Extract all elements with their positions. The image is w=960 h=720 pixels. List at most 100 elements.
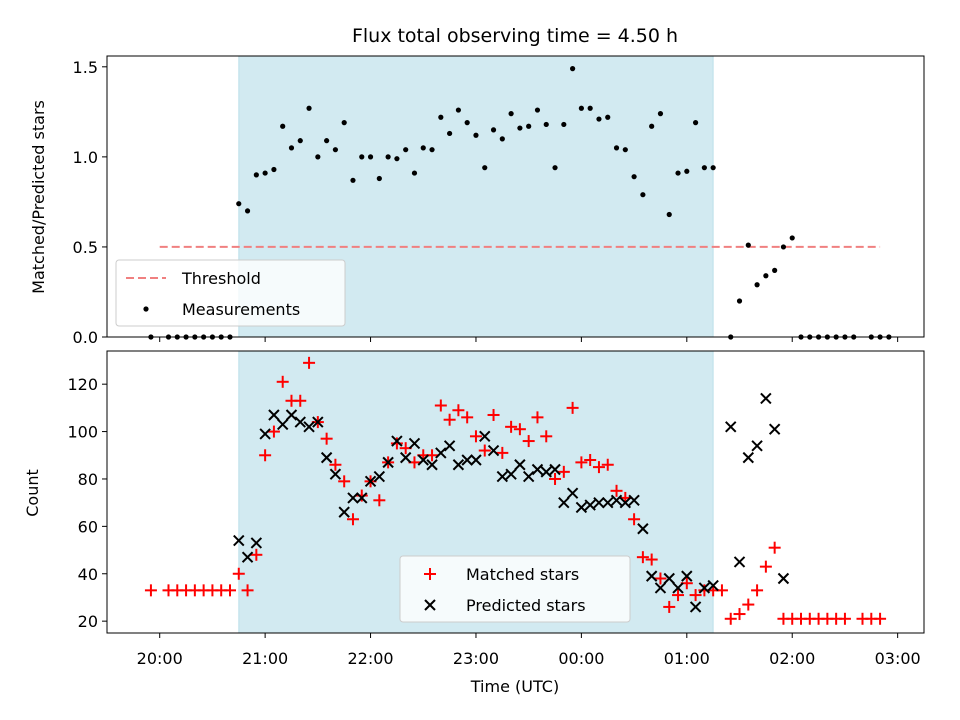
ratio-y-tick-label: 1.5 <box>73 58 98 77</box>
measurement-point <box>613 145 620 151</box>
predicted-point <box>733 556 746 568</box>
matched-point <box>355 489 368 502</box>
matched-point <box>329 458 342 471</box>
predicted-point <box>593 496 605 509</box>
measurement-point <box>578 105 584 111</box>
matched-point <box>434 399 447 412</box>
matched-point <box>522 435 535 448</box>
matched-point <box>259 449 272 462</box>
predicted-point <box>233 534 245 547</box>
measurement-point <box>605 114 611 120</box>
predicted-point <box>391 435 403 447</box>
predicted-point <box>487 444 500 457</box>
x-axis-label: Time (UTC) <box>470 677 559 696</box>
measurement-point <box>332 147 339 153</box>
predicted-point <box>751 440 763 452</box>
matched-point <box>654 572 667 585</box>
measurement-point <box>675 170 681 176</box>
matched-point <box>452 404 465 417</box>
ratio-legend-box <box>115 259 346 327</box>
ratio-frame <box>106 55 925 338</box>
predicted-point <box>285 409 298 421</box>
count-y-tick-label: 40 <box>78 565 98 584</box>
matched-point <box>513 423 526 436</box>
matched-point <box>610 484 623 497</box>
x-tick-label: 03:00 <box>875 649 921 668</box>
predicted-point <box>584 499 596 511</box>
predicted-point <box>303 421 315 433</box>
matched-point <box>549 472 562 485</box>
count-panel: 20 40 60 80 100 120 20:00 21:00 22:00 23:00 00:00 0… <box>67 350 925 668</box>
matched-point <box>672 589 685 602</box>
matched-point <box>601 458 614 471</box>
matched-point <box>838 612 851 625</box>
predicted-point <box>602 496 614 509</box>
predicted-point <box>241 551 254 563</box>
measurement-point <box>288 145 295 151</box>
predicted-point <box>373 470 386 483</box>
predicted-point <box>399 451 412 464</box>
x-tick-label: 01:00 <box>664 649 710 668</box>
predicted-point <box>610 494 623 507</box>
predicted-point <box>549 463 561 476</box>
ratio-y-axis-label: Matched/Predicted stars <box>29 100 48 294</box>
predicted-point <box>777 572 790 585</box>
predicted-point <box>452 459 465 471</box>
measurement-point <box>666 211 672 218</box>
predicted-point <box>329 468 342 480</box>
predicted-point <box>312 416 324 428</box>
predicted-point <box>522 470 535 483</box>
measurement-point <box>297 138 303 144</box>
matched-point <box>461 411 474 424</box>
predicted-point <box>558 496 570 509</box>
predicted-point <box>250 537 263 549</box>
matched-point <box>592 461 605 474</box>
matched-point <box>689 589 702 602</box>
count-y-tick-label: 60 <box>78 517 98 536</box>
predicted-point <box>663 572 675 585</box>
predicted-point <box>364 475 377 488</box>
matched-point <box>373 494 386 507</box>
matched-point <box>663 600 676 613</box>
measurement-point <box>622 147 628 153</box>
predicted-point <box>672 582 684 594</box>
matched-point <box>557 465 570 478</box>
predicted-point <box>575 501 588 514</box>
ratio-y-tick-label: 0.0 <box>73 328 98 347</box>
measurement-point <box>640 192 646 198</box>
matched-point <box>241 584 254 597</box>
matched-point <box>469 430 482 443</box>
matched-point <box>320 432 333 445</box>
matched-point <box>751 584 764 597</box>
x-tick-label: 23:00 <box>453 649 499 668</box>
measurement-point <box>403 147 409 153</box>
x-tick-label: 20:00 <box>137 649 183 668</box>
predicted-point <box>566 487 579 499</box>
matched-point <box>584 454 597 467</box>
legend-matched-marker <box>424 568 436 580</box>
predicted-point <box>628 494 640 507</box>
predicted-point <box>689 601 702 613</box>
measurement-point <box>394 156 400 162</box>
matched-point <box>759 560 772 573</box>
ratio-panel: 0.0 0.5 1.0 1.5 Threshold Measurements <box>73 55 925 347</box>
measurement-point <box>244 208 251 214</box>
measurement-point <box>473 132 479 138</box>
matched-point <box>487 408 500 421</box>
measurement-point <box>587 105 593 111</box>
ratio-y-tick-label: 0.5 <box>73 238 98 257</box>
matched-point <box>742 598 755 611</box>
predicted-point <box>531 463 544 476</box>
matched-point <box>531 411 544 424</box>
measurement-point <box>745 242 751 248</box>
measurement-point <box>657 111 664 117</box>
ratio-legend: Threshold Measurements <box>115 259 346 327</box>
measurement-point <box>692 120 699 126</box>
measurement-point <box>499 136 505 142</box>
predicted-point <box>259 428 271 440</box>
predicted-point <box>276 418 289 431</box>
count-y-axis-label: Count <box>23 469 42 517</box>
legend-measurement-marker <box>143 306 149 312</box>
predicted-point <box>470 454 482 466</box>
